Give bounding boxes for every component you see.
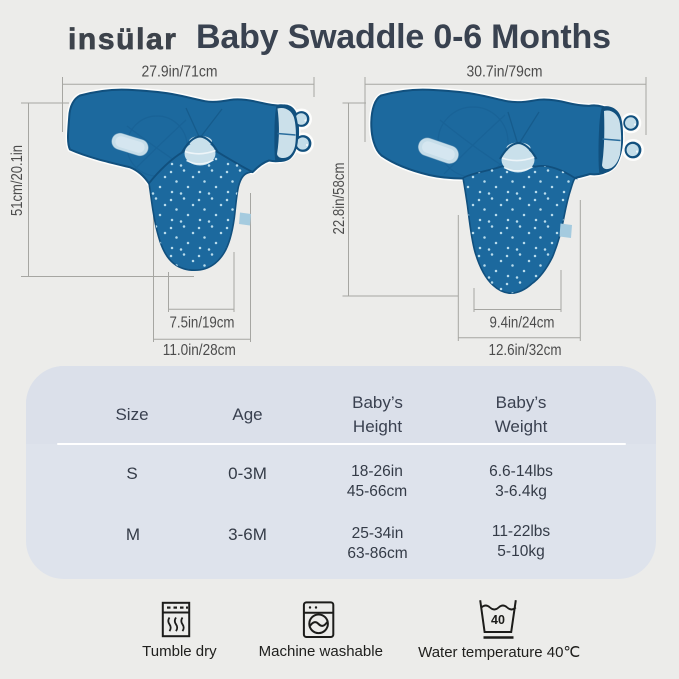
svg-text:51cm/20.1in: 51cm/20.1in	[9, 145, 26, 216]
svg-text:30.7in/79cm: 30.7in/79cm	[467, 64, 543, 81]
svg-text:7.5in/19cm: 7.5in/19cm	[170, 315, 235, 332]
svg-text:27.9in/71cm: 27.9in/71cm	[142, 64, 218, 81]
svg-text:12.6in/32cm: 12.6in/32cm	[489, 342, 562, 359]
svg-text:11.0in/28cm: 11.0in/28cm	[163, 342, 236, 359]
svg-text:9.4in/24cm: 9.4in/24cm	[490, 315, 555, 332]
svg-text:22.8in/58cm: 22.8in/58cm	[331, 163, 348, 235]
svg-text:40: 40	[491, 613, 505, 627]
